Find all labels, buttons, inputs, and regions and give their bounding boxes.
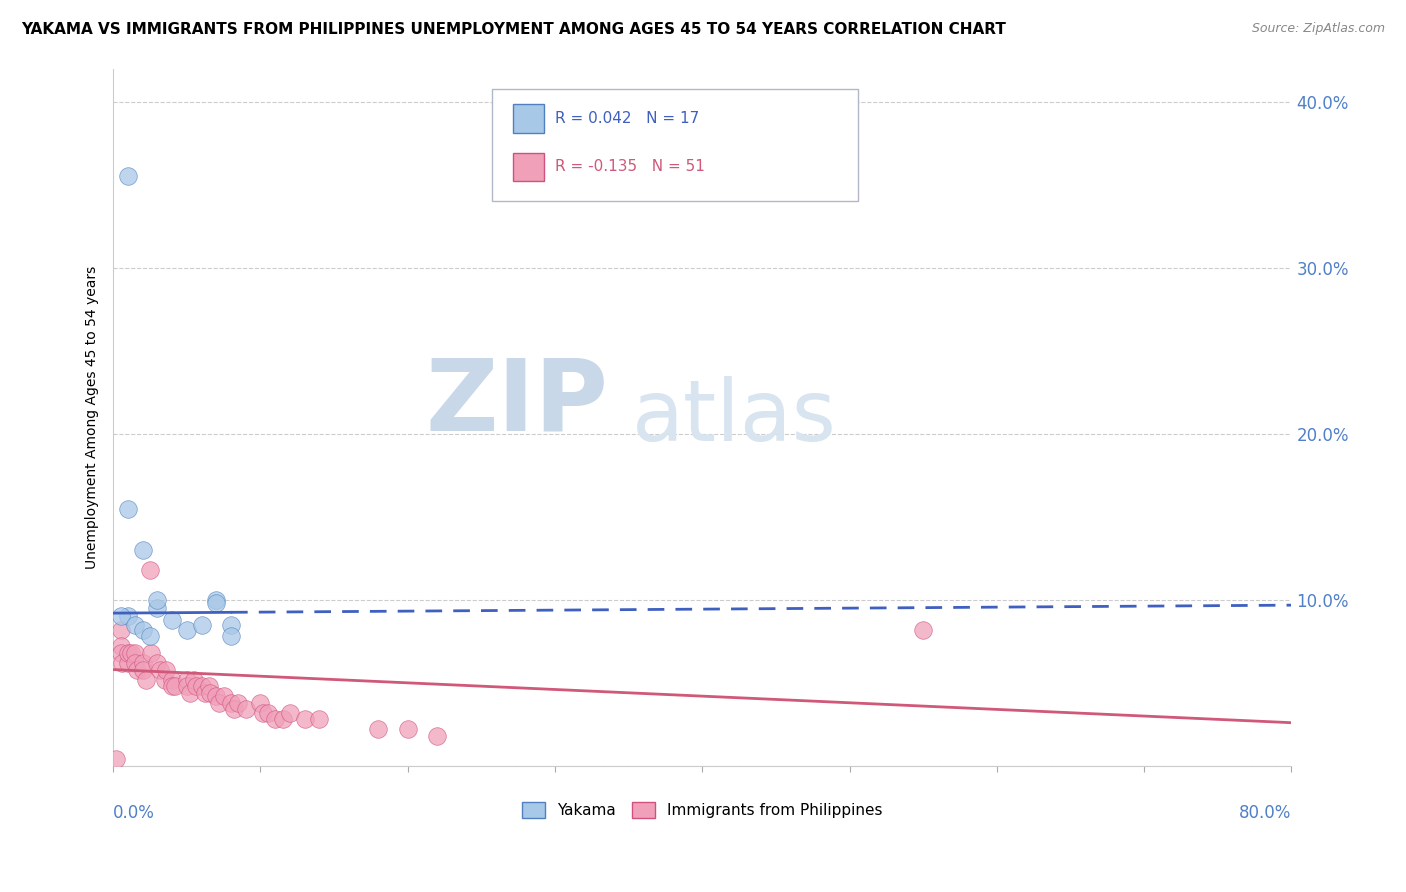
Point (125, 663, 148, 677)
Point (124, 656, 146, 670)
Point (146, 601, 169, 615)
Point (294, 712, 316, 726)
Point (264, 712, 287, 726)
Point (205, 596, 228, 610)
Point (200, 686, 222, 700)
Point (205, 689, 228, 703)
Point (105, 752, 128, 766)
Point (111, 656, 134, 670)
Point (149, 663, 172, 677)
Point (139, 563, 162, 577)
Point (235, 702, 257, 716)
Point (198, 679, 221, 693)
Point (153, 673, 176, 687)
Point (146, 592, 169, 607)
Point (208, 696, 231, 710)
Point (219, 696, 242, 710)
Point (124, 646, 146, 660)
Text: R = -0.135   N = 51: R = -0.135 N = 51 (555, 160, 706, 174)
Point (131, 656, 153, 670)
Point (179, 686, 201, 700)
Point (160, 673, 183, 687)
Point (176, 673, 198, 687)
Point (271, 712, 294, 726)
Text: YAKAMA VS IMMIGRANTS FROM PHILIPPINES UNEMPLOYMENT AMONG AGES 45 TO 54 YEARS COR: YAKAMA VS IMMIGRANTS FROM PHILIPPINES UN… (21, 22, 1005, 37)
Point (117, 501, 139, 516)
Point (131, 623, 153, 637)
Point (190, 617, 212, 632)
Point (912, 623, 935, 637)
Point (222, 702, 245, 716)
Point (176, 623, 198, 637)
Point (110, 609, 132, 624)
Point (117, 169, 139, 184)
Point (308, 712, 330, 726)
Point (146, 656, 169, 670)
Point (205, 592, 228, 607)
Point (256, 706, 278, 720)
Point (117, 609, 139, 624)
Point (193, 686, 215, 700)
Text: 80.0%: 80.0% (1239, 805, 1292, 822)
Text: Source: ZipAtlas.com: Source: ZipAtlas.com (1251, 22, 1385, 36)
Point (160, 679, 183, 693)
Point (131, 543, 153, 558)
Point (141, 646, 163, 660)
Point (139, 629, 162, 643)
Point (110, 646, 132, 660)
Point (219, 629, 242, 643)
Point (135, 673, 157, 687)
Point (110, 623, 132, 637)
Point (367, 723, 389, 737)
Y-axis label: Unemployment Among Ages 45 to 54 years: Unemployment Among Ages 45 to 54 years (86, 266, 100, 569)
Point (131, 663, 153, 677)
Point (160, 613, 183, 627)
Point (176, 679, 198, 693)
Text: ZIP: ZIP (425, 355, 607, 451)
Point (212, 689, 235, 703)
Point (110, 640, 132, 654)
Point (124, 617, 146, 632)
Point (117, 646, 139, 660)
Legend: Yakama, Immigrants from Philippines: Yakama, Immigrants from Philippines (516, 797, 889, 824)
Point (117, 656, 139, 670)
Point (278, 706, 301, 720)
Point (183, 673, 205, 687)
Point (228, 696, 250, 710)
Text: 0.0%: 0.0% (114, 805, 155, 822)
Point (120, 646, 142, 660)
Point (396, 723, 419, 737)
Point (426, 729, 449, 743)
Text: atlas: atlas (631, 376, 837, 458)
Point (184, 679, 207, 693)
Text: R = 0.042   N = 17: R = 0.042 N = 17 (555, 112, 700, 126)
Point (219, 617, 242, 632)
Point (249, 696, 271, 710)
Point (190, 679, 212, 693)
Point (155, 663, 177, 677)
Point (165, 679, 187, 693)
Point (252, 706, 274, 720)
